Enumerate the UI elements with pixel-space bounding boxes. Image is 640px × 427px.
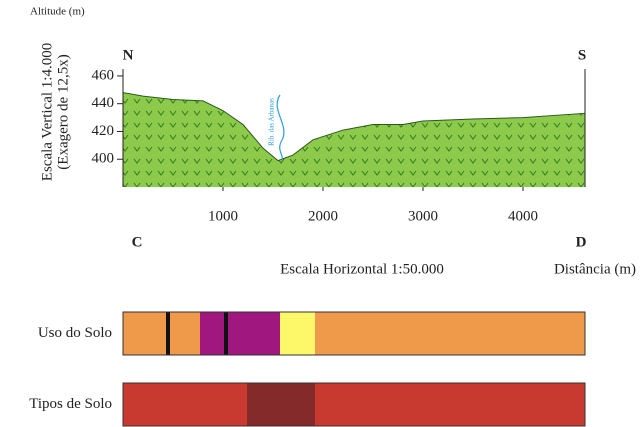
strip-segment [224, 312, 228, 355]
corner-label: N [123, 47, 134, 63]
river-label: Rib. das Arbanas [268, 98, 276, 146]
strip-segment [123, 312, 200, 355]
corner-label: S [578, 47, 586, 63]
strip-segment [280, 312, 315, 355]
strip-segment [166, 312, 170, 355]
x-axis-label: Escala Horizontal 1:50.000 [280, 261, 444, 277]
y-tick-label: 460 [92, 67, 115, 83]
profile-pattern [123, 93, 585, 187]
strip-segment [200, 312, 280, 355]
strip-label: Uso do Solo [38, 325, 112, 341]
river [277, 95, 284, 160]
corner-label: D [576, 234, 587, 250]
strip-segment [315, 383, 585, 426]
page: Altitude (m) Escala Vertical 1:4.000 (Ex… [0, 0, 640, 427]
corner-label: C [132, 234, 143, 250]
x-unit-label: Distância (m) [554, 261, 636, 277]
strip-segment [315, 312, 585, 355]
strip-label: Tipos de Solo [29, 396, 112, 412]
strip-segment [247, 383, 315, 426]
y-tick-label: 400 [92, 151, 115, 167]
y-tick-label: 440 [92, 95, 115, 111]
x-tick-label: 3000 [408, 208, 438, 224]
x-tick-label: 4000 [508, 208, 538, 224]
strip-segment [123, 383, 247, 426]
y-axis-label: Escala Vertical 1:4.000 [39, 43, 55, 181]
y-axis-label: (Exagero de 12,5x) [55, 54, 71, 169]
x-tick-label: 1000 [208, 208, 238, 224]
x-tick-label: 2000 [308, 208, 338, 224]
chart: Altitude (m) Escala Vertical 1:4.000 (Ex… [0, 0, 640, 427]
y-tick-label: 420 [92, 123, 115, 139]
chart-title: Altitude (m) [30, 6, 85, 18]
